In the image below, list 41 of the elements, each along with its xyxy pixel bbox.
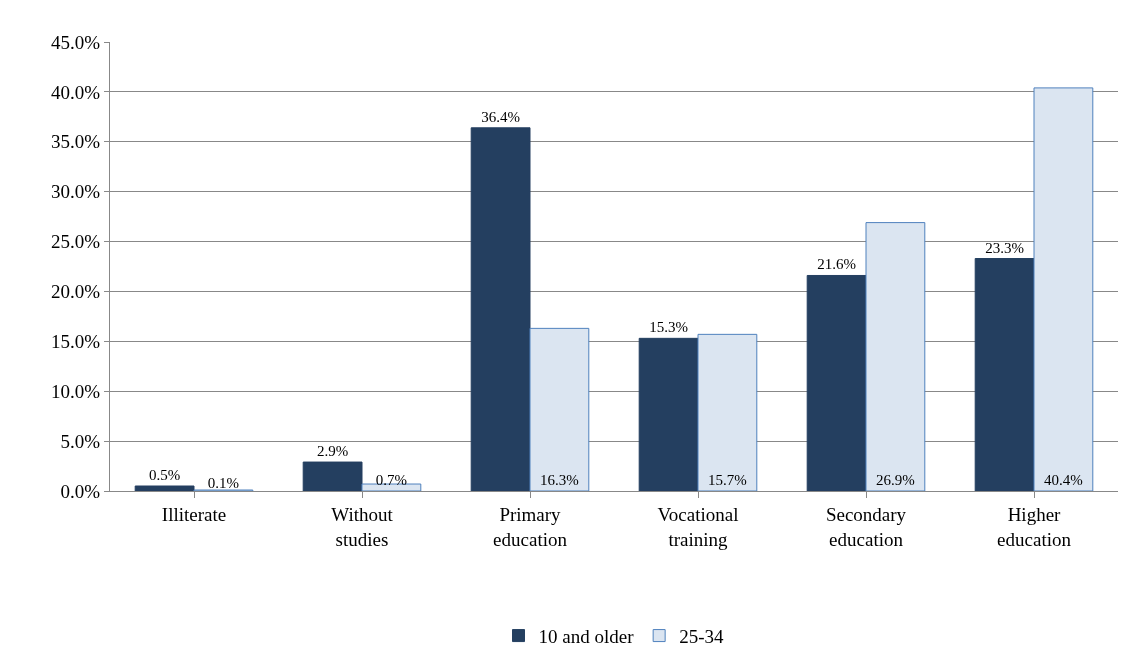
y-tick-label: 10.0%: [51, 380, 101, 402]
x-tick-label: Primary education: [493, 503, 568, 550]
data-label: 23.3%: [985, 239, 1024, 256]
data-label: 21.6%: [817, 256, 856, 273]
y-tick-label: 40.0%: [51, 81, 101, 103]
bar: [302, 461, 363, 491]
data-label: 0.5%: [148, 467, 181, 484]
data-label: 16.3%: [540, 472, 579, 488]
legend-label: 25-34: [679, 625, 724, 647]
bar: [529, 327, 590, 491]
data-label: 36.4%: [481, 108, 520, 125]
data-label: 15.3%: [649, 319, 688, 336]
data-label: 15.7%: [708, 472, 747, 488]
bar: [697, 333, 758, 491]
bar: [865, 222, 926, 491]
x-tick-label: Secondary education: [825, 503, 907, 550]
y-tick-label: 20.0%: [51, 281, 101, 303]
x-tick-label: Without studies: [331, 503, 394, 550]
bar: [806, 274, 867, 491]
data-label: 40.4%: [1044, 472, 1083, 488]
bar: [134, 485, 195, 491]
bar: [638, 337, 699, 491]
bar: [974, 258, 1035, 491]
y-tick-label: 35.0%: [51, 131, 101, 153]
x-tick-label: Higher education: [997, 503, 1072, 550]
data-label: 26.9%: [876, 472, 915, 488]
data-label: 0.1%: [207, 475, 240, 491]
y-tick-label: 5.0%: [60, 430, 101, 452]
legend-label: 10 and older: [538, 625, 635, 647]
bar: [470, 127, 531, 491]
data-label: 0.7%: [375, 472, 408, 488]
y-tick-label: 15.0%: [51, 330, 101, 352]
y-tick-label: 0.0%: [60, 480, 101, 502]
bar: [361, 483, 422, 491]
x-tick-label: Illiterate: [161, 503, 227, 525]
y-tick-label: 30.0%: [51, 181, 101, 203]
y-tick-label: 25.0%: [51, 231, 101, 253]
y-tick-label: 45.0%: [51, 31, 101, 53]
bar: [1033, 87, 1094, 491]
x-tick-label: Vocational training: [657, 503, 739, 550]
data-label: 2.9%: [316, 443, 349, 460]
